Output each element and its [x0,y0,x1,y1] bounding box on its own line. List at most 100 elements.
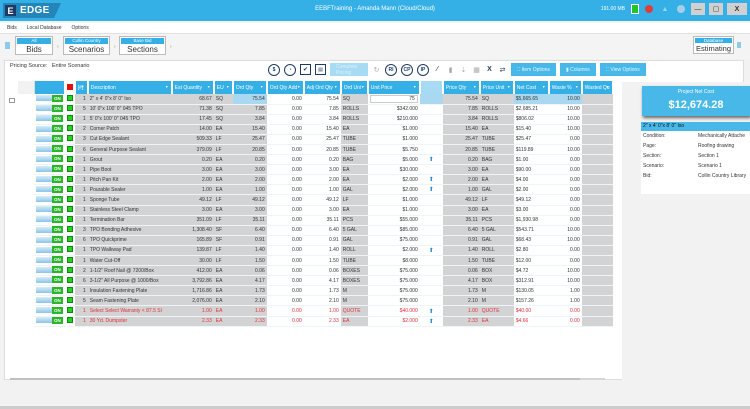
table-row[interactable]: ON 1 Grout 0.20 EA 0.20 0.00 0.20 BAG $5.000 ⬆ 0.20… [18,154,613,166]
table-row[interactable]: ON 3 TPO Bonding Adhesive 1,308.40 SF 6.40 0.0… [18,225,613,236]
table-row[interactable]: ON 3 Cut Edge Sealant 509.33 LF 25.47 0.00 25.4… [18,134,613,145]
toggle-cell[interactable]: ON [34,215,65,226]
on-toggle[interactable]: ON [36,114,63,122]
ri-icon[interactable]: RI [385,63,397,76]
view-options-button[interactable]: ⁚⁚ View Options [599,63,646,76]
on-toggle[interactable]: ON [36,256,63,264]
col-header[interactable]: Ord Qty Add ▾ [266,81,305,94]
item-options-button[interactable]: ⁚⁚ Item Options [511,63,556,76]
table-row[interactable]: ON 1 Stainless Steel Clamp 3.00 EA 3.00 0.00 3.… [18,205,613,216]
on-toggle[interactable]: ON [36,175,63,183]
toggle-cell[interactable]: ON [34,94,65,105]
toggle-cell[interactable]: ON [34,174,65,186]
filter-icon[interactable]: ▾ [507,84,510,89]
col-header[interactable]: Price Unit ▾ [479,81,515,94]
on-toggle[interactable]: ON [36,306,63,314]
on-toggle[interactable]: ON [36,205,63,213]
toggle-cell[interactable]: ON [34,265,65,277]
pin-icon[interactable]: ⬆ [428,157,434,164]
toggle-cell[interactable]: ON [34,154,65,166]
connection-status-icon[interactable] [631,4,639,14]
toggle-cell[interactable]: ON [34,255,65,267]
toggle-cell[interactable]: ON [34,235,65,246]
pin-icon[interactable]: ⬆ [428,187,434,194]
on-toggle[interactable]: ON [36,226,63,234]
table-row[interactable]: ON 1 TPO Walkway Pad 139.87 LF 1.40 0.00 1.40 RO… [18,245,613,257]
col-header[interactable]: EU ▾ [213,81,234,94]
pin-icon[interactable]: ⬆ [428,177,434,184]
close-button[interactable]: X [727,3,747,15]
table-row[interactable]: ON 2 1-1/2" Roof Nail @ 7200/Box 412.00 EA 0.… [18,265,613,277]
col-header[interactable]: Unit Price ▾ [367,81,421,94]
horizontal-scrollbar[interactable] [10,378,605,380]
document-icon[interactable]: ▤ [315,64,326,75]
col-header[interactable]: Description ▾ [87,81,173,94]
filter-icon[interactable]: ▾ [542,84,545,89]
clock-icon[interactable]: ◔ [284,63,296,76]
table-row[interactable]: ON 1 Pitch Pan Kit 2.00 EA 2.00 0.00 2.00 EA $2.0… [18,174,613,186]
table-row[interactable]: ON 5 Seam Fastening Plate 2,076.00 EA 2.10 0.0… [18,295,613,307]
on-toggle[interactable]: ON [36,195,63,203]
col-header[interactable]: Ord Uni ▾ [340,81,369,94]
toggle-cell[interactable]: ON [34,184,65,196]
on-toggle[interactable]: ON [36,266,63,274]
pin-icon[interactable]: ⬆ [428,247,434,254]
on-toggle[interactable]: ON [36,286,63,294]
pin-icon[interactable]: ⬆ [428,308,434,315]
scrollbar-thumb[interactable] [10,378,580,380]
toggle-cell[interactable]: ON [34,245,65,257]
magic-wand-icon[interactable]: ⁄ [436,66,439,73]
col-header-pin[interactable] [419,81,444,94]
database-info-icon[interactable] [737,42,741,48]
filter-icon[interactable]: ▾ [473,84,476,89]
checkbox-icon[interactable]: ✔ [300,64,311,75]
toggle-cell[interactable]: ON [34,144,65,156]
on-toggle[interactable]: ON [36,215,63,223]
alert-icon[interactable] [643,3,655,15]
on-toggle[interactable]: ON [36,316,63,324]
col-header[interactable]: Waste % ▾ [548,81,583,94]
table-row[interactable]: ON 1 30 Yd. Dumpster 2.33 EA 2.33 0.00 2.33 EA $2… [18,316,613,327]
filter-icon[interactable]: ▾ [334,84,337,89]
toggle-cell[interactable]: ON [34,295,65,307]
unit-price-input[interactable]: 75 [369,94,418,103]
filter-icon[interactable]: ▾ [575,84,578,89]
col-header[interactable] [34,81,66,94]
toggle-cell[interactable]: ON [34,285,65,297]
table-row[interactable]: ON 1 Select Select Warranty < 87.5 SI 1.00 E… [18,305,613,317]
on-toggle[interactable]: ON [36,236,63,244]
menu-bids[interactable]: Bids [7,25,17,31]
col-header[interactable]: Adj Ord Qty ▾ [303,81,342,94]
toggle-cell[interactable]: ON [34,305,65,317]
minimize-button[interactable]: — [691,3,705,15]
toggle-cell[interactable]: ON [34,164,65,176]
nav-scenarios[interactable]: Collin Country Library Scenarios [63,36,110,55]
table-row[interactable]: ON 2 Corner Patch 14.00 EA 15.40 0.00 15.40 EA $1… [18,124,613,135]
toggle-cell[interactable]: ON [34,134,65,145]
table-row[interactable]: ON 1 5' 0"x 100' 0" 045 TPO 17.45 SQ 3.84 0.00… [18,114,613,125]
upload-icon[interactable]: ▲ [661,5,669,13]
table-row[interactable]: ON 6 General Purpose Sealant 379.09 LF 20.85 0… [18,144,613,156]
nav-database[interactable]: Database Estimating [693,36,734,54]
table-row[interactable]: ON 1 2" x 4' 0"x 8' 0" Iso 68.67 SQ 75.54 0.00… [18,94,613,105]
toggle-cell[interactable]: ON [34,124,65,135]
columns-button[interactable]: ▮ Columns [559,63,596,76]
on-toggle[interactable]: ON [36,246,63,254]
col-header[interactable]: Ord Qty ▾ [232,81,268,94]
on-toggle[interactable]: ON [36,94,63,102]
toggle-cell[interactable]: ON [34,316,65,327]
on-toggle[interactable]: ON [36,185,63,193]
on-toggle[interactable]: ON [36,296,63,304]
menu-local-database[interactable]: Local Database [26,25,62,31]
on-toggle[interactable]: ON [36,276,63,284]
on-toggle[interactable]: ON [36,135,63,143]
on-toggle[interactable]: ON [36,165,63,173]
ip-icon[interactable]: IP [417,63,429,76]
toggle-cell[interactable]: ON [34,194,65,206]
col-header[interactable]: Est Quantity ▾ [171,81,215,94]
col-header[interactable]: [#] ▾ [74,81,89,94]
filter-icon[interactable]: ▾ [260,84,263,89]
table-row[interactable]: ON 5 10' 0"x 100' 0" 045 TPO 71.38 SQ 7.85 0.0… [18,104,613,115]
filter-icon[interactable]: ▾ [413,84,416,89]
on-toggle[interactable]: ON [36,104,63,112]
